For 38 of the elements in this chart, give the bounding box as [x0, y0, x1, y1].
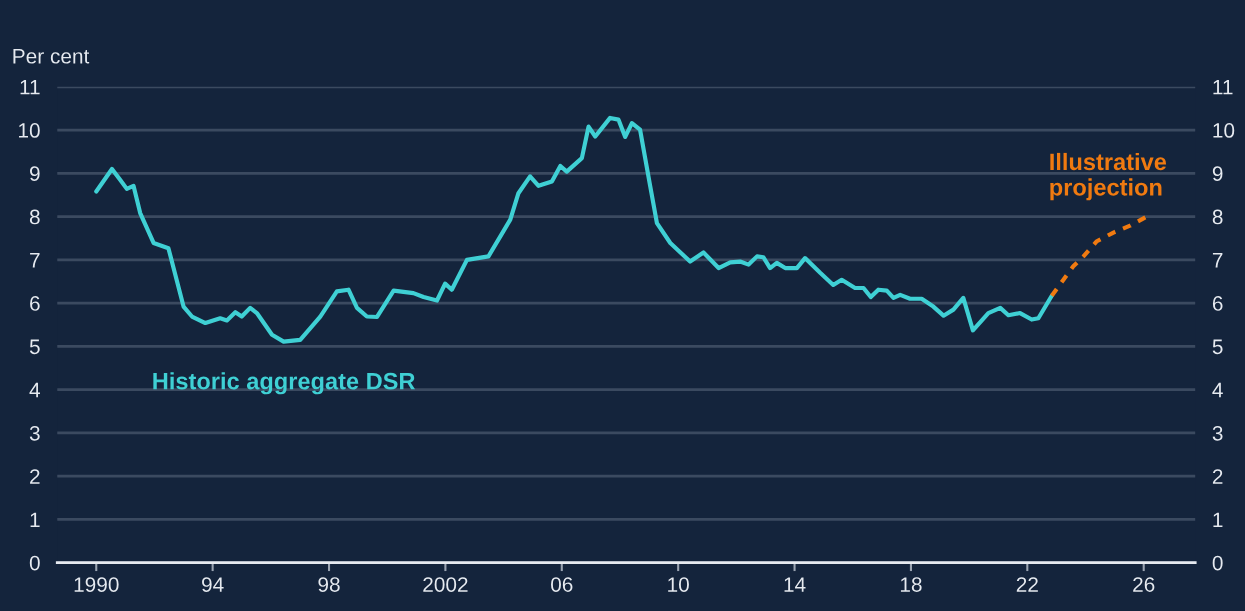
y2-tick-label: 2 [1212, 469, 1223, 484]
y-tick-label: 2 [30, 469, 40, 484]
y-tick-label: 0 [29, 555, 40, 571]
y-tick-label: 5 [29, 339, 40, 355]
y-tick-label: 8 [29, 209, 40, 225]
y-tick-label: 7 [30, 253, 40, 268]
y2-tick-label: 10 [1213, 123, 1235, 138]
x-tick-label: 06 [551, 577, 573, 592]
series-label: Historic aggregate DSR [153, 372, 416, 395]
y-tick-label: 1 [30, 512, 40, 528]
y2-tick-label: 1 [1213, 512, 1223, 528]
y-tick-label: 9 [29, 166, 40, 182]
y-tick-label: 6 [30, 296, 40, 311]
x-tick-label: 94 [202, 577, 224, 592]
y-axis-title: Per cent [13, 49, 90, 64]
line-series [1049, 214, 1149, 298]
x-tick-label: 26 [1133, 577, 1155, 592]
y2-tick-label: 7 [1212, 253, 1223, 268]
x-tick-label: 2002 [423, 577, 468, 592]
y2-tick-label: 6 [1212, 296, 1223, 311]
y2-tick-label: 8 [1212, 209, 1223, 225]
y2-tick-label: 11 [1213, 79, 1233, 95]
y-tick-label: 3 [29, 425, 40, 441]
x-tick-label: 18 [900, 577, 922, 592]
y2-tick-label: 4 [1212, 382, 1223, 398]
x-tick-label: 14 [784, 577, 806, 592]
y2-tick-label: 9 [1212, 166, 1223, 182]
x-tick-label: 22 [1016, 577, 1038, 592]
y-tick-label: 4 [29, 382, 40, 398]
x-tick-label: 1990 [74, 577, 119, 592]
y-tick-label: 11 [20, 79, 40, 95]
y2-tick-label: 5 [1212, 339, 1223, 355]
y2-tick-label: 0 [1212, 555, 1223, 571]
y2-tick-label: 3 [1212, 425, 1223, 441]
x-tick-label: 98 [318, 577, 340, 592]
series-label: Illustrative projection [1050, 152, 1167, 201]
y-tick-label: 10 [19, 123, 40, 138]
x-tick-label: 10 [668, 577, 689, 592]
